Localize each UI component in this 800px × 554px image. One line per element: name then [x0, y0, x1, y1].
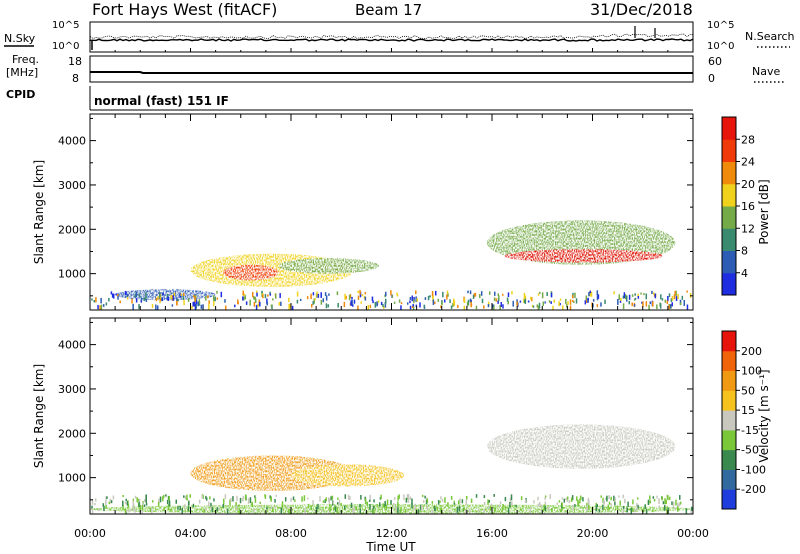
velocity-colorbar-tick: -15: [741, 424, 759, 437]
freq-trace: [90, 71, 693, 74]
velocity-colorbar-segment: [722, 449, 736, 470]
frequency-trace: [90, 71, 693, 74]
date-label: 31/Dec/2018: [590, 0, 693, 19]
power-colorbar-segment: [722, 183, 736, 207]
noise-tick-high-right: 10^5: [707, 20, 734, 31]
velocity-y-axis-label: Slant Range [km]: [32, 364, 46, 468]
power-colorbar-segment: [722, 139, 736, 162]
velocity-colorbar-tick: -50: [741, 444, 759, 457]
time-tick-label: 08:00: [275, 527, 307, 540]
power-colorbar-label: Power [dB]: [757, 179, 771, 244]
power-echo-region: [504, 249, 663, 263]
velocity-echo-region: [291, 464, 405, 487]
power-colorbar-tick: 28: [741, 133, 755, 146]
nave-tick-high: 60: [708, 55, 722, 68]
velocity-colorbar-tick: 100: [741, 365, 762, 378]
velocity-colorbar-tick: -100: [741, 463, 766, 476]
noise-tick-high-left: 10^5: [52, 20, 79, 31]
power-colorbar-tick: 8: [741, 245, 748, 258]
velocity-y-tick-label: 2000: [58, 427, 86, 440]
velocity-echo-region: [486, 424, 676, 469]
power-y-axis-label: Slant Range [km]: [32, 160, 46, 264]
power-colorbar-tick: 20: [741, 178, 755, 191]
time-tick-label: 00:00: [677, 527, 709, 540]
power-colorbar-tick: 16: [741, 200, 755, 213]
velocity-colorbar-tick: 15: [741, 404, 755, 417]
velocity-colorbar-segment: [722, 331, 736, 352]
power-y-tick-label: 2000: [58, 223, 86, 236]
velocity-colorbar-segment: [722, 350, 736, 372]
power-panel-frame: [89, 113, 694, 311]
velocity-colorbar-segment: [722, 469, 736, 490]
velocity-y-tick-label: 3000: [58, 383, 86, 396]
time-tick-label: 04:00: [175, 527, 207, 540]
velocity-colorbar-tick: 50: [741, 384, 755, 397]
time-tick-label: 12:00: [376, 527, 408, 540]
nsky-label: N.Sky: [4, 32, 36, 45]
velocity-colorbar-segment: [722, 390, 736, 411]
velocity-colorbar-label: Velocity [m s⁻¹]: [757, 369, 771, 462]
nave-label: Nave: [752, 65, 780, 78]
noise-traces: [89, 26, 694, 50]
nsearch-trace: [89, 33, 694, 39]
power-y-tick-label: 1000: [58, 268, 86, 281]
beam-label: Beam 17: [355, 1, 422, 19]
noise-tick-low-left: 10^0: [52, 41, 79, 52]
nsky-trace: [89, 38, 694, 42]
power-echo-region: [115, 289, 216, 301]
velocity-colorbar-segment: [722, 410, 736, 431]
velocity-colorbar-segment: [722, 429, 736, 451]
velocity-colorbar-segment: [722, 370, 736, 391]
radar-title: Fort Hays West (fitACF): [92, 0, 277, 19]
time-tick-label: 20:00: [577, 527, 609, 540]
power-colorbar-segment: [722, 117, 736, 140]
freq-unit-label: [MHz]: [6, 66, 38, 79]
power-echo-region: [278, 258, 379, 274]
freq-tick-high: 18: [68, 55, 82, 68]
power-y-tick-label: 4000: [58, 135, 86, 148]
power-colorbar-segment: [722, 206, 736, 229]
power-colorbar-segment: [722, 228, 736, 251]
time-tick-label: 00:00: [74, 527, 106, 540]
time-tick-label: 16:00: [476, 527, 508, 540]
power-echo-region: [223, 264, 279, 281]
freq-label: Freq.: [12, 53, 39, 66]
power-colorbar-segment: [722, 161, 736, 185]
power-colorbar-tick: 12: [741, 222, 755, 235]
velocity-colorbar-tick: -200: [741, 483, 766, 496]
power-panel: 1000 2000 3000 4000 Slant Range [km] 4 8 12 16…: [32, 113, 771, 311]
cpid-text: normal (fast) 151 IF: [94, 94, 229, 108]
velocity-colorbar-segment: [722, 489, 736, 510]
power-colorbar-tick: 4: [741, 267, 748, 280]
velocity-panel-frame: [89, 317, 694, 515]
power-colorbar-segment: [722, 272, 736, 296]
freq-tick-low: 8: [72, 72, 79, 85]
velocity-y-tick-label: 1000: [58, 472, 86, 485]
velocity-colorbar-tick: 200: [741, 345, 762, 358]
nave-tick-low: 0: [708, 72, 715, 85]
noise-tick-low-right: 10^0: [707, 41, 734, 52]
cpid-label: CPID: [6, 88, 35, 101]
velocity-y-tick-label: 4000: [58, 339, 86, 352]
power-colorbar-segment: [722, 250, 736, 274]
power-y-tick-label: 3000: [58, 179, 86, 192]
time-axis-label: Time UT: [365, 540, 416, 554]
freq-panel-frame: [89, 55, 694, 83]
nsearch-label: N.Search: [745, 30, 795, 43]
power-colorbar-tick: 24: [741, 156, 755, 169]
